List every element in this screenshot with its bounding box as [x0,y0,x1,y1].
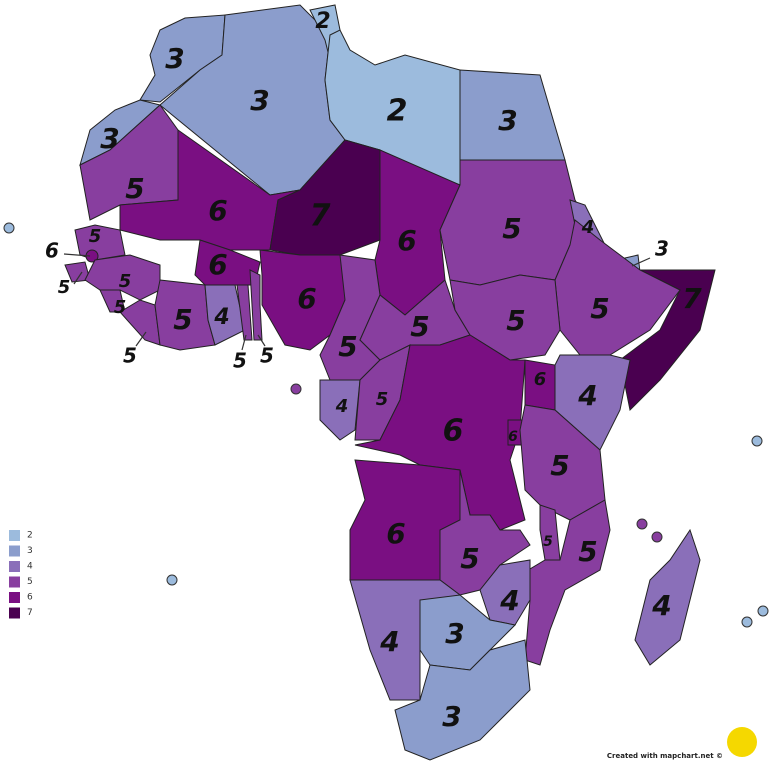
country-label: 5 [550,449,569,482]
country-label: 3 [250,84,269,117]
country-label: 4 [581,217,595,238]
country [204,284,246,346]
country-label: 5 [376,389,389,410]
island [636,518,648,530]
credit: Created with mapchart.net © [607,752,723,760]
legend-label: 5 [27,577,33,587]
legend-label: 2 [27,531,33,541]
country [139,14,226,103]
country-label: 4 [379,625,399,658]
country-label: 5 [58,277,71,298]
country-label: 5 [114,297,127,318]
country-label: 6 [508,429,518,445]
country-label: 2 [315,9,330,34]
country-label: 3 [165,42,184,75]
island [290,383,302,395]
country-label: 3 [100,122,119,155]
country-label: 5 [338,330,357,363]
country-label: 5 [89,226,102,247]
countries [64,4,716,761]
country-label: 3 [442,700,461,733]
country-label: 6 [443,414,464,449]
country [634,528,701,666]
legend-swatch [9,561,20,572]
legend-swatch [9,530,20,541]
country [236,284,253,341]
leader-line [135,331,147,347]
country-label: 7 [310,199,331,234]
country-label: 4 [651,589,671,622]
country-label: 5 [173,303,192,336]
country-label: 5 [578,535,597,568]
island [166,574,178,586]
country-label: 5 [460,542,479,575]
country-label: 5 [543,534,553,550]
country-label: 4 [213,305,229,330]
island [757,605,769,617]
country-label: 6 [208,248,227,281]
leader-line [63,253,91,257]
country-label: 5 [119,271,132,292]
country-label: 4 [499,584,519,617]
leader-line [257,334,266,347]
country-label: 4 [335,396,349,417]
country [619,269,716,412]
country [519,499,611,666]
country-label: 5 [502,212,521,245]
leader-line [631,257,651,267]
island [741,616,753,628]
legend-label: 4 [27,562,33,572]
island [3,222,15,234]
country [319,379,361,441]
country-label: 3 [655,237,669,261]
leader-line [241,334,247,351]
legend-swatch [9,607,20,619]
country-label: 5 [410,310,429,343]
country-label: 3 [445,617,464,650]
country-label: 6 [297,282,316,315]
country-label: 6 [397,224,416,257]
legend: 2 3 4 5 6 7 [9,530,33,619]
legend-swatch [9,592,20,603]
country [394,639,531,761]
leader-line [73,271,83,285]
country-label: 5 [125,172,144,205]
country-label: 6 [386,517,405,550]
logo [727,727,757,757]
country-label: 5 [506,304,525,337]
island [651,531,663,543]
legend-label: 7 [27,608,33,618]
country-label: 5 [233,349,247,373]
legend-swatch [9,545,20,557]
island [751,435,763,447]
country-label: 6 [45,239,59,263]
leader-lines [63,253,651,351]
country-label: 5 [260,344,274,368]
legend-swatch [9,576,20,588]
country-label: 5 [590,292,609,325]
country-label: 6 [534,369,547,390]
country-label: 2 [387,94,408,129]
country-label: 7 [682,282,702,315]
country-label: 4 [577,379,597,412]
country-label: 5 [123,344,137,368]
legend-label: 3 [27,546,33,556]
country-label: 6 [208,194,227,227]
country [249,269,263,341]
country-label: 3 [498,104,517,137]
legend-label: 6 [27,593,33,603]
country [449,274,561,361]
